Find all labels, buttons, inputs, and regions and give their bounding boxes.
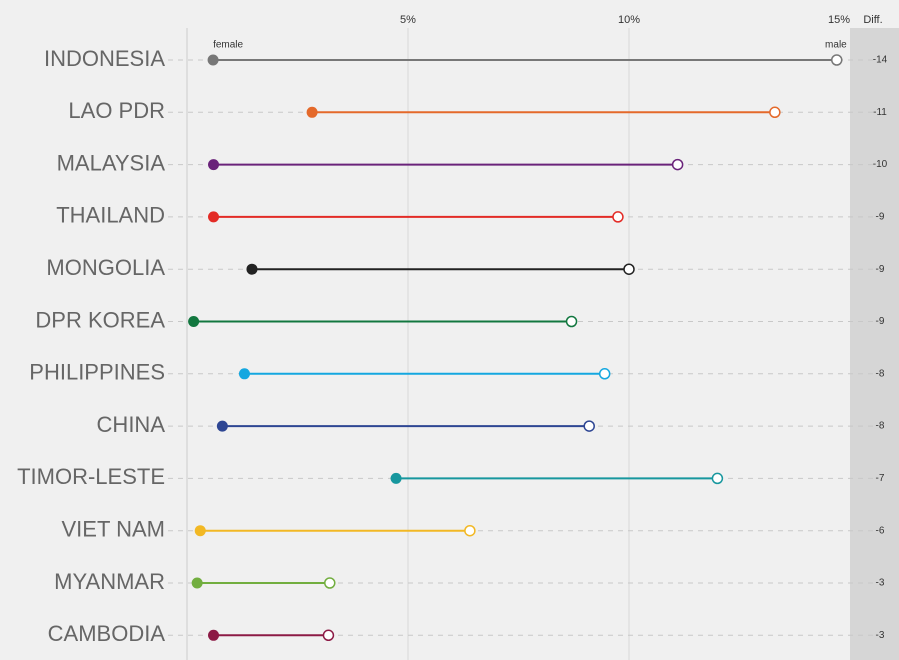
diff-label: -7 bbox=[876, 473, 885, 484]
diff-header: Diff. bbox=[863, 14, 882, 26]
male-dot bbox=[671, 158, 684, 171]
male-dot bbox=[464, 524, 476, 537]
series-label: female bbox=[213, 40, 243, 51]
diff-label: -6 bbox=[876, 525, 885, 536]
female-dot bbox=[188, 316, 200, 327]
diff-label: -9 bbox=[876, 316, 885, 327]
diff-label: -9 bbox=[876, 264, 885, 275]
category-label: INDONESIA bbox=[44, 46, 165, 71]
male-dot bbox=[623, 263, 635, 275]
category-label: VIET NAM bbox=[61, 517, 165, 542]
female-dot bbox=[207, 54, 219, 66]
female-dot bbox=[246, 263, 258, 275]
female-dot bbox=[208, 629, 220, 641]
female-dot bbox=[390, 472, 402, 484]
category-label: MONGOLIA bbox=[46, 255, 165, 280]
female-dot bbox=[238, 368, 250, 380]
category-label: MALAYSIA bbox=[57, 150, 166, 175]
x-tick-label: 10% bbox=[618, 14, 640, 26]
male-dot bbox=[612, 211, 624, 223]
female-dot bbox=[191, 577, 203, 589]
diff-label: -11 bbox=[873, 107, 887, 118]
male-dot bbox=[769, 106, 781, 119]
category-label: CHINA bbox=[97, 412, 166, 437]
female-dot bbox=[194, 525, 206, 537]
female-dot bbox=[208, 159, 220, 171]
category-label: PHILIPPINES bbox=[29, 360, 165, 385]
male-dot bbox=[322, 629, 335, 642]
diff-label: -8 bbox=[876, 421, 885, 432]
female-dot bbox=[216, 420, 228, 432]
female-dot bbox=[208, 211, 220, 223]
male-dot bbox=[711, 472, 724, 485]
diff-label: -10 bbox=[873, 159, 888, 170]
diff-band bbox=[850, 28, 899, 660]
diff-label: -9 bbox=[876, 212, 885, 223]
diff-label: -3 bbox=[876, 630, 885, 641]
diff-label: -3 bbox=[876, 578, 885, 589]
male-dot bbox=[583, 420, 595, 432]
series-label: male bbox=[825, 40, 847, 51]
category-label: MYANMAR bbox=[54, 569, 165, 594]
category-label: DPR KOREA bbox=[35, 307, 165, 332]
category-label: CAMBODIA bbox=[48, 621, 166, 646]
x-tick-label: 5% bbox=[400, 14, 416, 26]
male-dot bbox=[324, 577, 336, 589]
x-tick-label: 15% bbox=[828, 14, 850, 26]
category-label: THAILAND bbox=[56, 203, 165, 228]
male-dot bbox=[830, 54, 843, 66]
category-label: LAO PDR bbox=[68, 98, 165, 123]
male-dot bbox=[598, 368, 611, 380]
female-dot bbox=[306, 106, 318, 118]
male-dot bbox=[565, 315, 578, 328]
diff-label: -14 bbox=[873, 55, 888, 66]
category-label: TIMOR-LESTE bbox=[17, 464, 165, 489]
diff-label: -8 bbox=[876, 368, 885, 379]
